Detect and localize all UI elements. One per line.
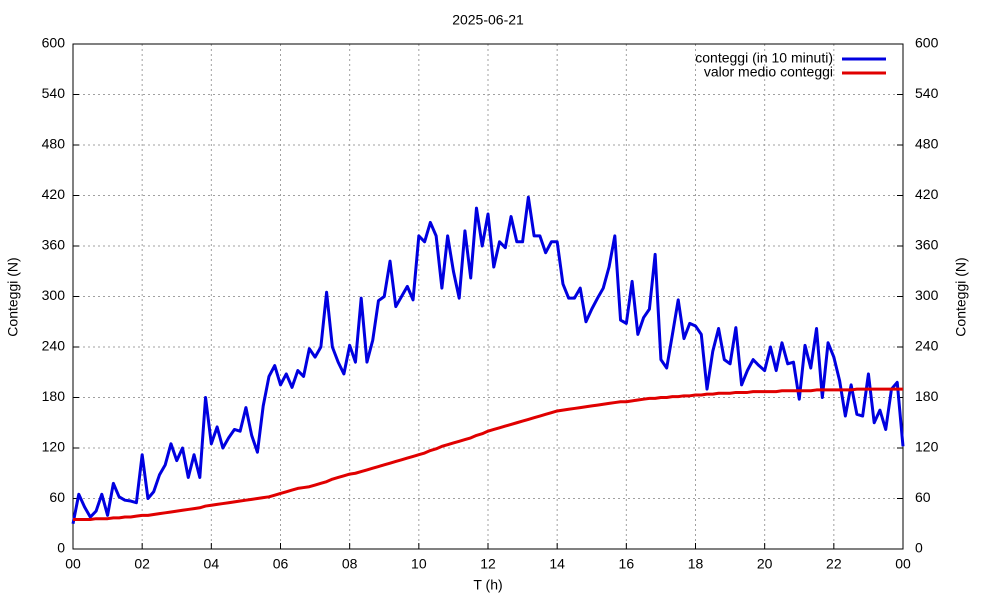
y2-tick-label: 360 bbox=[915, 237, 939, 253]
x-tick-label: 22 bbox=[826, 556, 842, 572]
y2-tick-label: 120 bbox=[915, 439, 939, 455]
x-tick-label: 06 bbox=[273, 556, 289, 572]
y2-tick-label: 180 bbox=[915, 388, 939, 404]
y2-tick-label: 600 bbox=[915, 35, 939, 51]
y2-tick-label: 480 bbox=[915, 136, 939, 152]
plot-frame bbox=[72, 43, 904, 550]
y-tick-label: 60 bbox=[49, 489, 65, 505]
y2-tick-label: 240 bbox=[915, 338, 939, 354]
x-tick-label: 18 bbox=[688, 556, 704, 572]
legend-label: conteggi (in 10 minuti) bbox=[695, 50, 833, 66]
x-tick-label: 14 bbox=[549, 556, 565, 572]
x-tick-label: 00 bbox=[895, 556, 911, 572]
y2-tick-label: 300 bbox=[915, 287, 939, 303]
y2-axis-label: Conteggi (N) bbox=[953, 257, 969, 336]
y-tick-label: 600 bbox=[42, 35, 66, 51]
x-tick-label: 04 bbox=[204, 556, 220, 572]
y-tick-label: 300 bbox=[42, 287, 66, 303]
x-tick-label: 02 bbox=[134, 556, 150, 572]
y-tick-label: 240 bbox=[42, 338, 66, 354]
x-tick-label: 12 bbox=[480, 556, 496, 572]
y-tick-label: 420 bbox=[42, 186, 66, 202]
y2-tick-label: 420 bbox=[915, 186, 939, 202]
legend-label: valor medio conteggi bbox=[704, 64, 833, 80]
x-tick-label: 00 bbox=[65, 556, 81, 572]
y-tick-label: 180 bbox=[42, 388, 66, 404]
y-tick-label: 480 bbox=[42, 136, 66, 152]
y-tick-label: 120 bbox=[42, 439, 66, 455]
x-tick-label: 20 bbox=[757, 556, 773, 572]
y-tick-label: 360 bbox=[42, 237, 66, 253]
x-axis-label: T (h) bbox=[473, 577, 502, 593]
y-axis-label: Conteggi (N) bbox=[5, 257, 21, 336]
y-tick-label: 540 bbox=[42, 85, 66, 101]
chart-title: 2025-06-21 bbox=[452, 12, 524, 28]
y-tick-label: 0 bbox=[57, 540, 65, 556]
y2-tick-label: 540 bbox=[915, 85, 939, 101]
series-line bbox=[71, 195, 905, 525]
y2-tick-label: 60 bbox=[915, 489, 931, 505]
y2-tick-label: 0 bbox=[915, 540, 923, 556]
x-tick-label: 16 bbox=[619, 556, 635, 572]
series-line bbox=[73, 387, 903, 522]
x-tick-label: 08 bbox=[342, 556, 358, 572]
x-tick-label: 10 bbox=[411, 556, 427, 572]
